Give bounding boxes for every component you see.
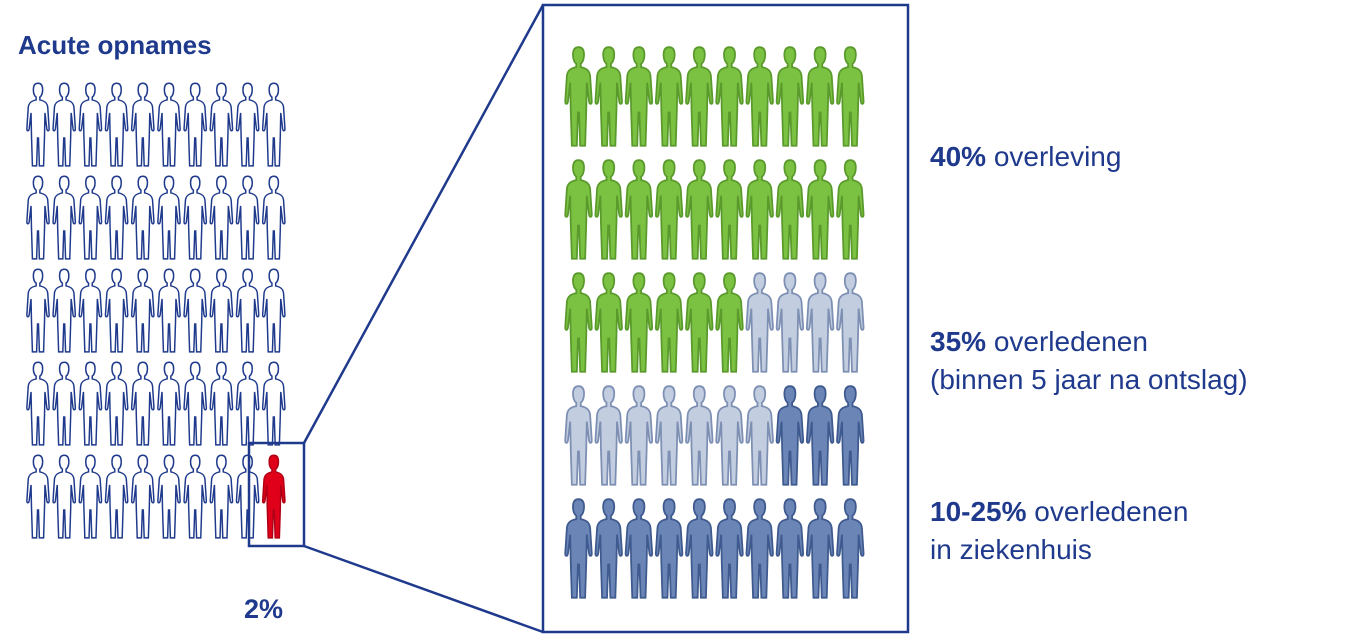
title: Acute opnames bbox=[18, 30, 212, 60]
stat-died-hospital-text2: in ziekenhuis bbox=[930, 534, 1092, 565]
person-icon bbox=[26, 361, 50, 446]
person-icon bbox=[52, 361, 77, 446]
person-icon bbox=[26, 454, 50, 539]
left-people-grid bbox=[26, 82, 286, 539]
person-icon bbox=[235, 268, 260, 353]
person-icon bbox=[261, 175, 286, 260]
person-icon bbox=[235, 361, 260, 446]
person-icon bbox=[104, 361, 129, 446]
person-icon bbox=[209, 82, 234, 167]
person-icon bbox=[183, 175, 208, 260]
person-icon bbox=[52, 82, 77, 167]
stat-died-hospital-text: overledenen bbox=[1034, 496, 1189, 527]
stat-died-5yr-text: overledenen bbox=[993, 326, 1148, 357]
person-icon bbox=[130, 361, 155, 446]
person-icon bbox=[183, 268, 208, 353]
person-icon bbox=[26, 268, 50, 353]
person-icon bbox=[52, 175, 77, 260]
person-icon bbox=[261, 361, 286, 446]
person-icon bbox=[78, 361, 103, 446]
stat-died-5yr-value: 35% bbox=[930, 326, 987, 357]
person-icon bbox=[52, 454, 77, 539]
person-icon bbox=[130, 454, 155, 539]
person-icon bbox=[209, 268, 234, 353]
person-icon bbox=[261, 82, 286, 167]
stat-died-hospital: 10-25% overledenen in ziekenhuis bbox=[930, 493, 1188, 569]
person-icon bbox=[26, 82, 50, 167]
person-icon bbox=[157, 268, 181, 353]
person-icon bbox=[157, 82, 181, 167]
person-icon bbox=[209, 175, 234, 260]
person-icon bbox=[26, 175, 50, 260]
person-icon bbox=[235, 175, 260, 260]
selection-box bbox=[247, 441, 306, 548]
person-icon bbox=[183, 82, 208, 167]
stat-survival-value: 40% bbox=[930, 141, 987, 172]
person-icon bbox=[130, 82, 155, 167]
person-icon bbox=[78, 454, 103, 539]
person-icon bbox=[104, 175, 129, 260]
person-icon bbox=[235, 454, 260, 539]
person-icon bbox=[235, 82, 260, 167]
person-icon bbox=[104, 82, 129, 167]
person-icon bbox=[183, 454, 208, 539]
person-icon bbox=[261, 268, 286, 353]
person-icon bbox=[157, 454, 181, 539]
share-label: 2% bbox=[244, 594, 284, 624]
person-icon bbox=[209, 361, 234, 446]
person-icon bbox=[130, 175, 155, 260]
person-icon bbox=[104, 454, 129, 539]
zoom-line-top bbox=[302, 4, 545, 444]
person-icon bbox=[52, 268, 77, 353]
person-icon bbox=[130, 268, 155, 353]
stat-died-hospital-value: 10-25% bbox=[930, 496, 1027, 527]
person-icon bbox=[157, 175, 181, 260]
stat-survival: 40% overleving bbox=[930, 138, 1121, 176]
person-icon bbox=[183, 361, 208, 446]
person-icon bbox=[104, 268, 129, 353]
highlighted-person-icon bbox=[261, 454, 286, 539]
stat-died-5yr: 35% overledenen (binnen 5 jaar na ontsla… bbox=[930, 323, 1248, 399]
person-icon bbox=[78, 82, 103, 167]
zoom-line-bottom bbox=[303, 544, 544, 634]
person-icon bbox=[78, 175, 103, 260]
stat-survival-text: overleving bbox=[993, 141, 1122, 172]
stat-died-5yr-text2: (binnen 5 jaar na ontslag) bbox=[930, 364, 1248, 395]
person-icon bbox=[78, 268, 103, 353]
person-icon bbox=[209, 454, 234, 539]
person-icon bbox=[157, 361, 181, 446]
